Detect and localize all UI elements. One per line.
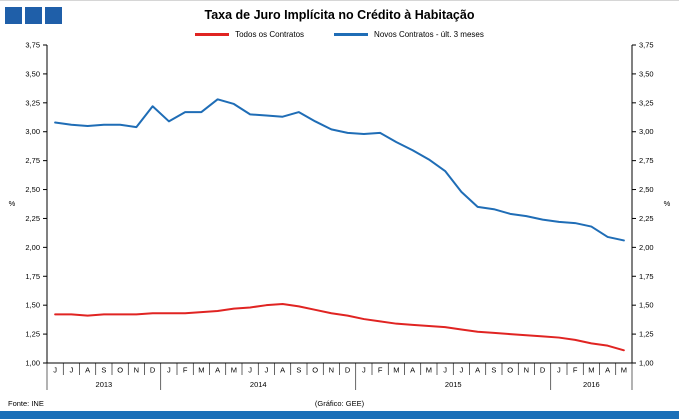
legend-label: Todos os Contratos [235,30,305,39]
y-tick-label: 3,25 [25,98,40,107]
x-tick-label: M [588,366,594,375]
y-tick-label: 1,00 [639,359,654,368]
x-tick-label: N [329,366,334,375]
y-tick-label: 2,75 [639,156,654,165]
y-tick-label: 2,25 [639,214,654,223]
x-tick-label: M [198,366,204,375]
x-tick-label: J [557,366,561,375]
x-tick-label: J [265,366,269,375]
x-tick-label: J [443,366,447,375]
logo-square [25,7,42,24]
x-tick-label: J [70,366,74,375]
x-tick-label: M [426,366,432,375]
x-tick-label: O [507,366,513,375]
x-tick-label: D [345,366,351,375]
series-line-1 [54,98,625,242]
line-chart: 1,00 1,00 1,25 1,25 1,50 1,50 1,75 1,75 2,00 2,00… [9,41,671,390]
year-label: 2014 [250,380,267,389]
source-note: Fonte: INE [8,399,44,408]
x-tick-label: S [296,366,301,375]
logo-square [5,7,22,24]
x-tick-label: D [540,366,546,375]
y-tick-label: 2,00 [25,243,40,252]
year-label: 2013 [96,380,113,389]
y-tick-label: 1,50 [25,301,40,310]
x-tick-label: N [134,366,139,375]
x-tick-label: F [183,366,188,375]
y-tick-label: 3,50 [639,69,654,78]
y-tick-label: 1,75 [25,272,40,281]
legend-swatch-red-line [195,33,230,36]
x-tick-label: F [573,366,578,375]
y-tick-label: 1,00 [25,359,40,368]
year-label: 2016 [583,380,600,389]
y-tick-label: 3,25 [639,98,654,107]
x-tick-label: S [101,366,106,375]
y-tick-label: 3,75 [25,41,40,50]
logo-square [45,7,62,24]
x-tick-label: F [378,366,383,375]
legend: Todos os Contratos Novos Contratos - últ… [0,30,679,39]
x-tick-label: M [621,366,627,375]
x-tick-label: D [150,366,156,375]
y-tick-label: 1,25 [25,330,40,339]
y-axis-unit-right: % [664,199,671,208]
logo [5,7,62,24]
x-tick-label: M [231,366,237,375]
year-label: 2015 [445,380,462,389]
x-tick-label: O [312,366,318,375]
x-tick-label: A [410,366,415,375]
y-tick-label: 3,00 [639,127,654,136]
y-tick-label: 1,75 [639,272,654,281]
y-tick-label: 3,75 [639,41,654,50]
x-tick-label: A [475,366,480,375]
x-tick-label: J [362,366,366,375]
y-tick-label: 3,00 [25,127,40,136]
x-tick-label: A [605,366,610,375]
y-tick-label: 1,25 [639,330,654,339]
y-tick-label: 2,25 [25,214,40,223]
x-tick-label: A [85,366,90,375]
y-axis-unit-left: % [9,199,16,208]
y-tick-label: 2,50 [25,185,40,194]
y-tick-label: 3,50 [25,69,40,78]
x-tick-label: A [280,366,285,375]
legend-item-novos-contratos: Novos Contratos - últ. 3 meses [334,30,484,39]
x-tick-label: O [117,366,123,375]
chart-title: Taxa de Juro Implícita no Crédito à Habi… [204,8,475,22]
legend-item-todos-os-contratos: Todos os Contratos [195,30,304,39]
y-tick-label: 2,00 [639,243,654,252]
x-tick-label: M [393,366,399,375]
x-tick-label: S [491,366,496,375]
legend-label: Novos Contratos - últ. 3 meses [374,30,484,39]
credit-note: (Gráfico: GEE) [314,399,365,408]
y-tick-label: 1,50 [639,301,654,310]
bottom-bar [0,411,679,419]
x-tick-label: J [460,366,464,375]
series-line-0 [54,303,625,352]
legend-swatch-blue-line [334,33,369,36]
x-tick-label: J [248,366,252,375]
x-tick-label: J [167,366,171,375]
x-tick-label: A [215,366,220,375]
x-tick-label: J [53,366,57,375]
y-tick-label: 2,50 [639,185,654,194]
y-tick-label: 2,75 [25,156,40,165]
x-tick-label: N [524,366,529,375]
